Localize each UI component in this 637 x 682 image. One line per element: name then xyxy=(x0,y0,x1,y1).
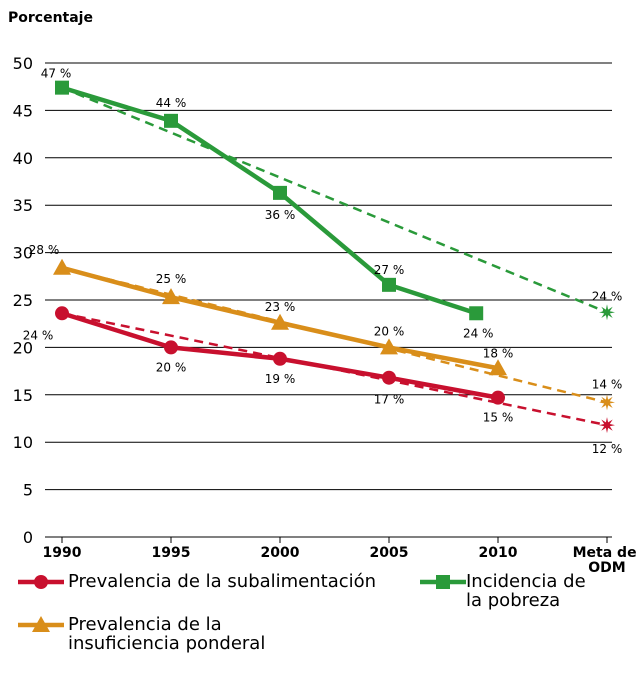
legend-marker xyxy=(32,616,50,632)
marker xyxy=(55,80,69,95)
value-label: 23 % xyxy=(265,300,296,314)
x-tick-label: 1995 xyxy=(151,545,191,561)
marker xyxy=(382,370,396,385)
value-label: 15 % xyxy=(483,411,514,425)
value-label: 27 % xyxy=(374,263,405,277)
y-axis-label: Porcentaje xyxy=(8,10,93,26)
series: 47 % 44 % 36 % 27 % 24 % 24 % xyxy=(41,67,623,341)
marker xyxy=(491,390,505,405)
marker xyxy=(164,113,178,128)
target-marker xyxy=(599,394,615,411)
value-label: 19 % xyxy=(265,372,296,386)
y-tick-label: 0 xyxy=(23,528,33,547)
x-tick-label: 1990 xyxy=(42,545,82,561)
value-label: 36 % xyxy=(265,208,296,222)
marker xyxy=(271,313,289,330)
legend-label: Incidencia de la pobreza xyxy=(466,571,586,611)
legend-marker xyxy=(436,575,450,589)
value-label: 44 % xyxy=(156,96,187,110)
marker xyxy=(469,306,484,321)
marker xyxy=(273,351,287,366)
target-marker xyxy=(599,304,615,321)
y-tick-label: 30 xyxy=(13,244,33,263)
marker xyxy=(162,288,180,305)
value-label: 12 % xyxy=(592,442,623,456)
marker xyxy=(55,306,69,321)
value-label: 25 % xyxy=(156,272,187,286)
value-label: 14 % xyxy=(592,377,623,391)
y-tick-label: 20 xyxy=(13,338,33,357)
y-tick-label: 45 xyxy=(13,101,33,120)
y-tick-label: 5 xyxy=(23,481,33,500)
y-tick-label: 40 xyxy=(13,149,33,168)
value-label: 17 % xyxy=(374,393,405,407)
target-line xyxy=(61,86,608,314)
target-marker xyxy=(599,417,615,434)
y-tick-label: 50 xyxy=(13,54,33,73)
y-tick-label: 10 xyxy=(13,433,33,452)
x-tick-label: 2010 xyxy=(478,545,518,561)
value-label: 24 % xyxy=(592,289,623,303)
series-line xyxy=(61,85,477,316)
value-label: 47 % xyxy=(41,67,72,81)
value-label: 24 % xyxy=(463,326,494,340)
marker xyxy=(382,277,396,292)
x-tick-label: Meta del ODM xyxy=(572,545,637,576)
y-tick-label: 35 xyxy=(13,196,33,215)
legend-label: Prevalencia de la insuficiencia ponderal xyxy=(68,614,266,654)
marker xyxy=(53,258,71,275)
legend-marker xyxy=(34,575,48,589)
marker xyxy=(164,340,178,355)
y-tick-label: 15 xyxy=(13,386,33,405)
legend-label: Prevalencia de la subalimentación xyxy=(68,571,377,592)
value-label: 20 % xyxy=(374,324,405,338)
y-tick-label: 25 xyxy=(13,291,33,310)
series: 28 % 25 % 23 % 20 % 18 % 14 % xyxy=(29,243,623,411)
marker xyxy=(489,359,507,376)
value-label: 28 % xyxy=(29,243,60,257)
x-tick-label: 2005 xyxy=(369,545,409,561)
marker xyxy=(273,185,287,200)
marker xyxy=(380,338,398,355)
value-label: 18 % xyxy=(483,346,514,360)
value-label: 20 % xyxy=(156,360,187,374)
value-label: 24 % xyxy=(23,328,54,342)
series: 24 % 20 % 19 % 17 % 15 % 12 % xyxy=(23,306,623,456)
x-tick-label: 2000 xyxy=(260,545,300,561)
